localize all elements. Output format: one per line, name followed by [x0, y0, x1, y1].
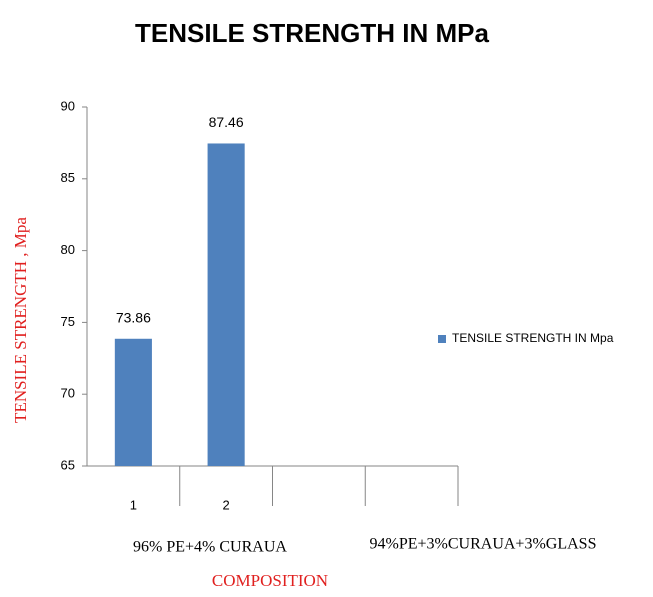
y-tick-label: 75 — [61, 314, 75, 329]
x-axis-label: COMPOSITION — [212, 571, 328, 590]
category-group-label: 96% PE+4% CURAUA — [133, 539, 287, 556]
y-axis-label: TENSILE STRENGTH , Mpa — [11, 217, 30, 423]
bar — [207, 143, 245, 466]
legend-swatch — [438, 335, 446, 343]
data-label: 73.86 — [116, 309, 151, 325]
bar — [114, 338, 152, 466]
y-tick-label: 80 — [61, 242, 75, 257]
chart-title: TENSILE STRENGTH IN MPa — [135, 18, 489, 48]
category-group-label: 94%PE+3%CURAUA+3%GLASS — [370, 536, 597, 553]
x-tick-label: 1 — [130, 497, 137, 512]
x-tick-label: 2 — [223, 497, 230, 512]
y-tick-label: 90 — [61, 98, 75, 113]
y-tick-label: 70 — [61, 386, 75, 401]
legend-label: TENSILE STRENGTH IN Mpa — [452, 331, 614, 345]
data-label: 87.46 — [209, 114, 244, 130]
y-tick-label: 65 — [61, 457, 75, 472]
y-tick-label: 85 — [61, 170, 75, 185]
